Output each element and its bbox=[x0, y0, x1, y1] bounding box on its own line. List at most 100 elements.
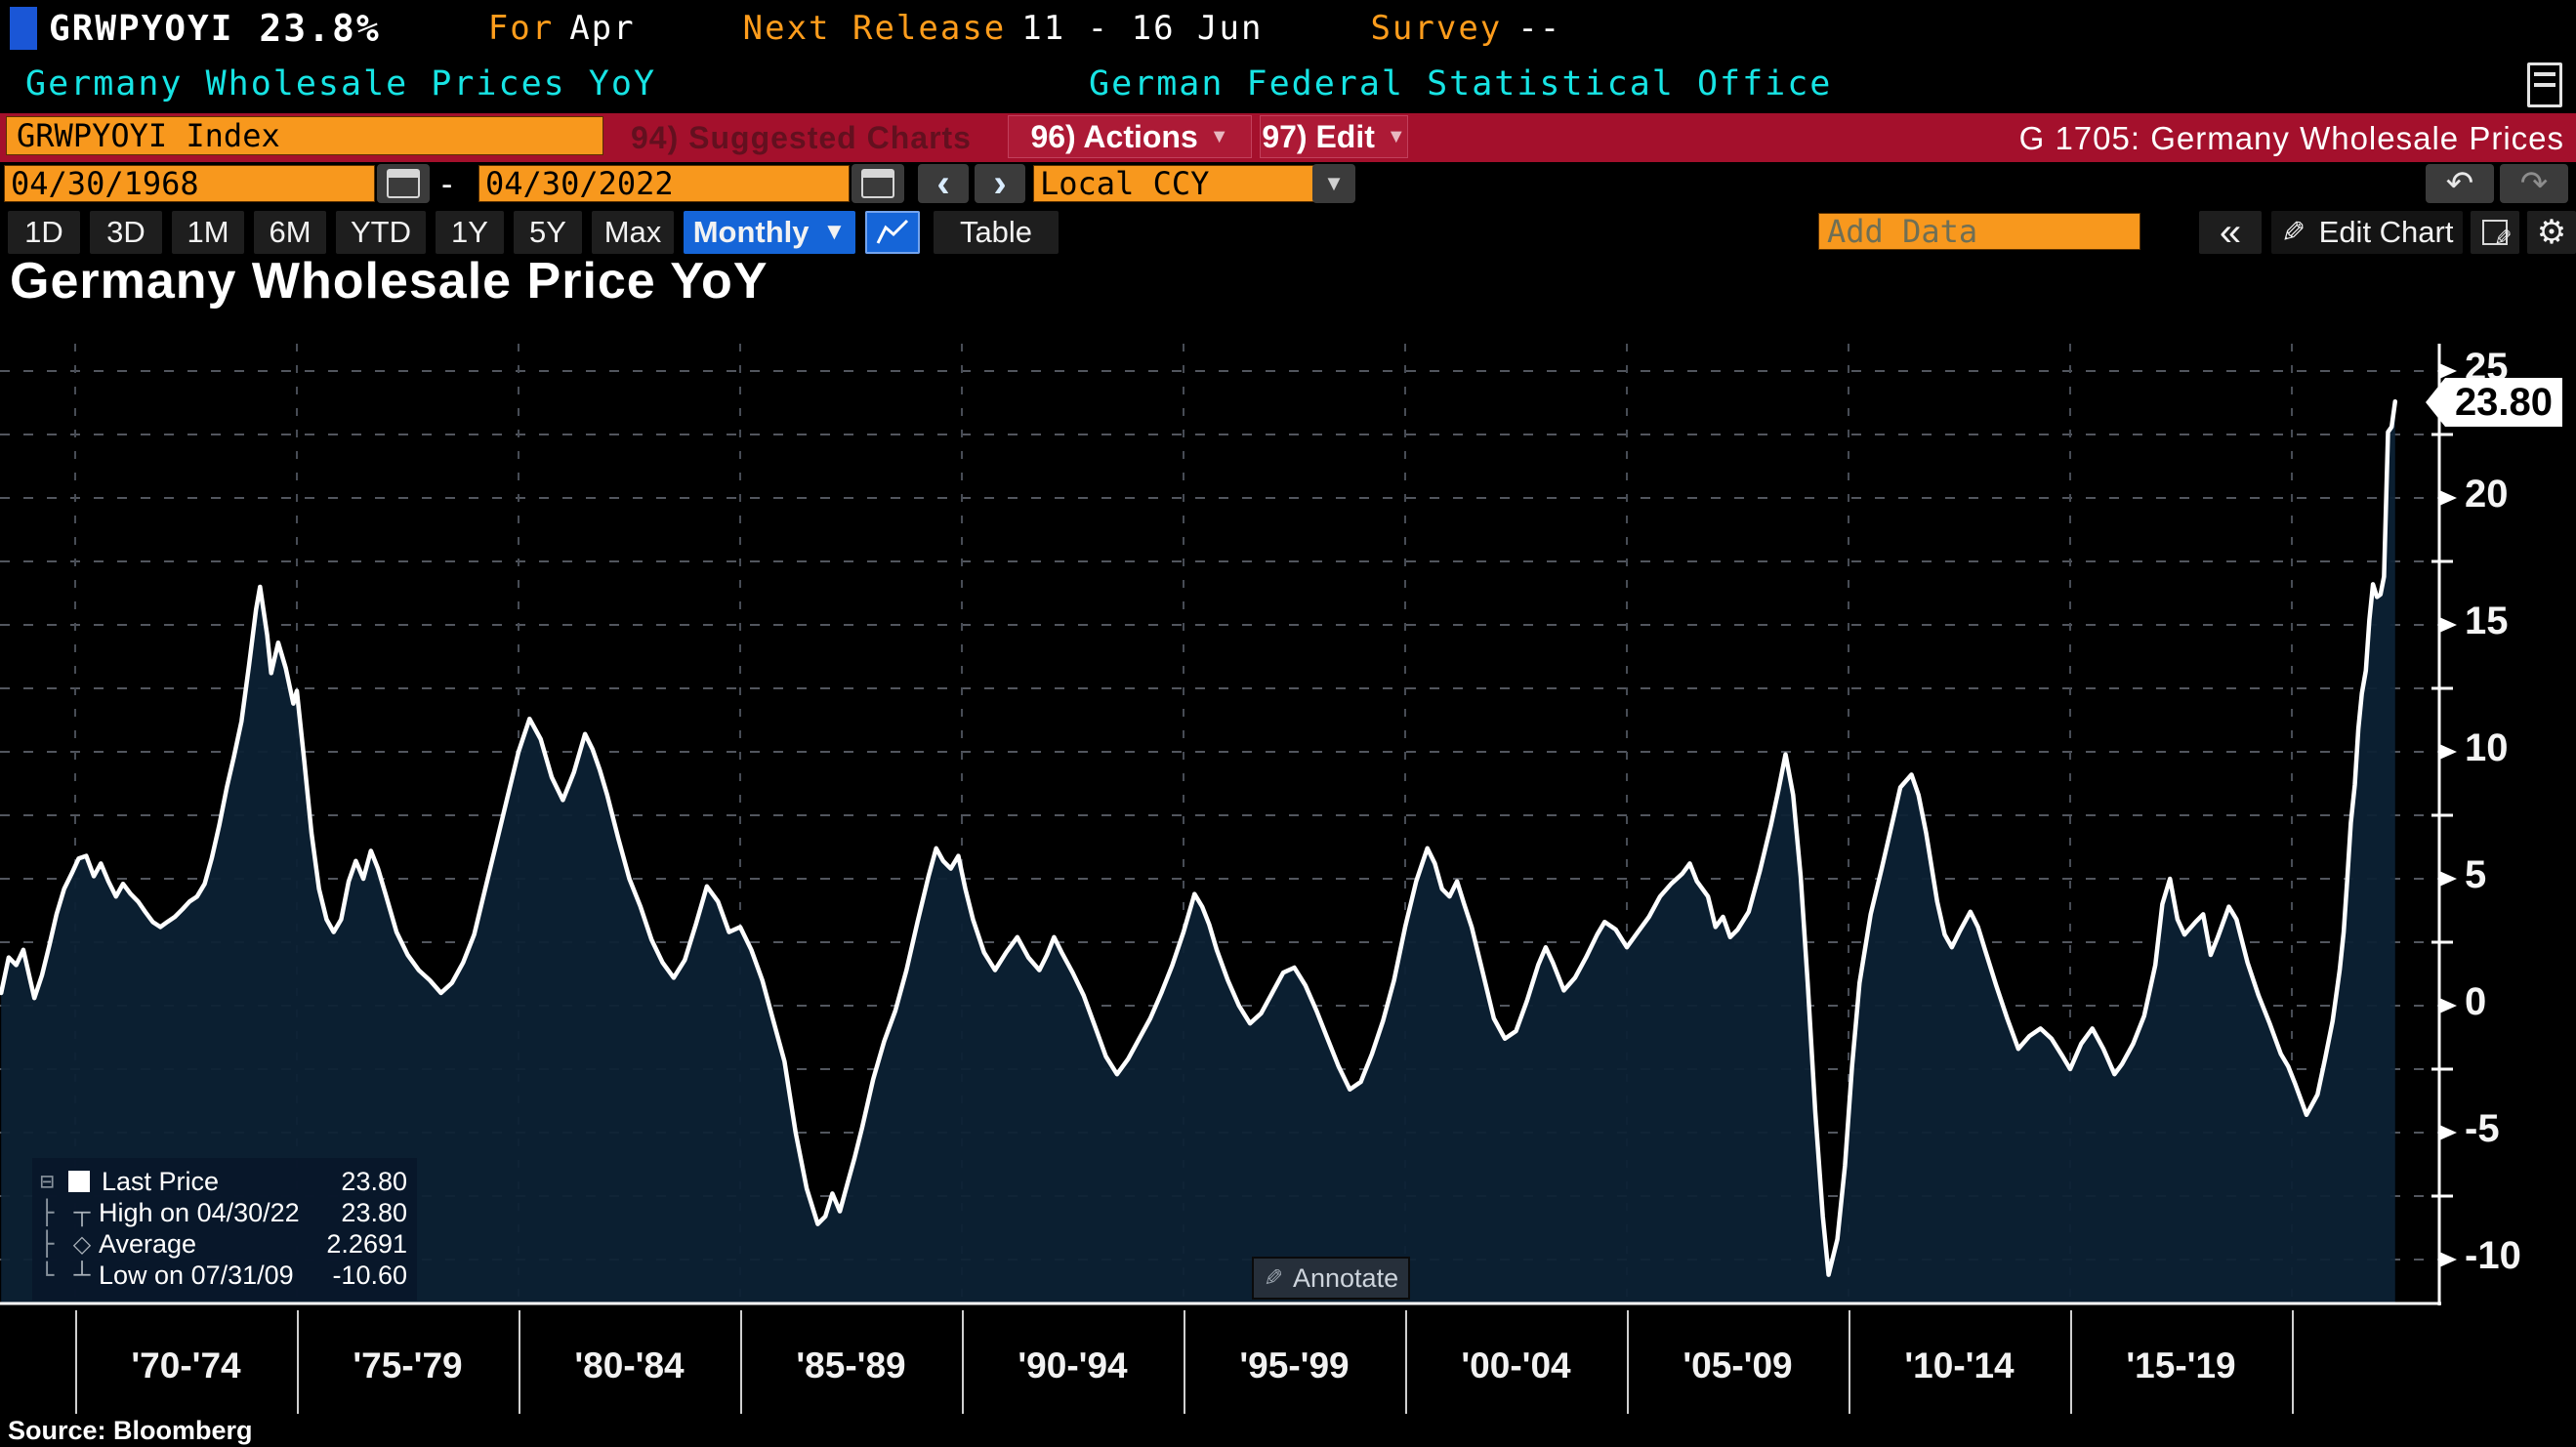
security-name: Germany Wholesale Prices YoY bbox=[25, 64, 657, 103]
chevron-left-icon: ‹ bbox=[936, 162, 950, 205]
undo-button[interactable]: ↶ bbox=[2426, 164, 2494, 203]
table-view-button[interactable]: Table bbox=[934, 211, 1059, 254]
period-select-monthly[interactable]: Monthly ▼ bbox=[684, 211, 855, 254]
x-axis-separator bbox=[1849, 1310, 1850, 1414]
for-value: Apr bbox=[569, 9, 636, 48]
chevron-right-icon: › bbox=[993, 162, 1007, 205]
annotate-button[interactable]: ✎ Annotate bbox=[1252, 1257, 1410, 1300]
chart-legend: ⊟ Last Price 23.80 ├ ┬ High on 04/30/22 … bbox=[32, 1158, 417, 1301]
date-range-bar: - ‹ › ▼ ↶ ↷ bbox=[0, 162, 2576, 209]
settings-gear-button[interactable]: ⚙ bbox=[2527, 211, 2576, 254]
x-axis-band-label: '85-'89 bbox=[796, 1345, 906, 1385]
chart-toolbar: 94) Suggested Charts 96) Actions ▼ 97) E… bbox=[0, 113, 2576, 162]
edit-menu-button[interactable]: 97) Edit ▼ bbox=[1260, 115, 1408, 158]
x-axis-separator bbox=[1405, 1310, 1407, 1414]
x-axis-separator bbox=[2070, 1310, 2072, 1414]
next-release-value: 11 - 16 Jun bbox=[1021, 9, 1264, 48]
security-name-row: Germany Wholesale Prices YoY German Fede… bbox=[0, 57, 2576, 113]
currency-dropdown-button[interactable]: ▼ bbox=[1312, 164, 1355, 203]
actions-menu-button[interactable]: 96) Actions ▼ bbox=[1008, 115, 1252, 158]
note-document-icon[interactable] bbox=[2527, 62, 2562, 107]
y-axis-tick-label: 5 bbox=[2465, 853, 2487, 896]
collapse-panel-button[interactable]: « bbox=[2199, 211, 2262, 254]
low-marker-icon: ┴ bbox=[73, 1261, 91, 1288]
ticker-header-row: GRWPYOYI 23.8% For Apr Next Release 11 -… bbox=[0, 0, 2576, 57]
pencil-icon: ✎ bbox=[2280, 216, 2306, 249]
range-max-button[interactable]: Max bbox=[592, 211, 674, 254]
legend-row-low: └ ┴ Low on 07/31/09 -10.60 bbox=[40, 1260, 407, 1290]
average-marker-icon: ◇ bbox=[72, 1230, 92, 1258]
suggested-charts-button[interactable]: 94) Suggested Charts bbox=[631, 120, 972, 155]
x-axis-band-label: '70-'74 bbox=[131, 1345, 241, 1385]
survey-label: Survey bbox=[1370, 9, 1503, 48]
y-axis-tick-label: 10 bbox=[2465, 726, 2509, 769]
redo-button[interactable]: ↷ bbox=[2500, 164, 2568, 203]
gear-icon: ⚙ bbox=[2536, 214, 2567, 251]
start-date-calendar-button[interactable] bbox=[377, 164, 430, 203]
y-axis-tick-label: 0 bbox=[2465, 980, 2487, 1023]
high-marker-icon: ┬ bbox=[73, 1199, 91, 1225]
data-source-organization: German Federal Statistical Office bbox=[1089, 64, 1833, 103]
double-chevron-left-icon: « bbox=[2219, 210, 2242, 254]
legend-row-average: ├ ◇ Average 2.2691 bbox=[40, 1228, 407, 1259]
x-axis-band-label: '75-'79 bbox=[353, 1345, 463, 1385]
x-axis-separator bbox=[297, 1310, 299, 1414]
x-axis-separator bbox=[1184, 1310, 1185, 1414]
x-axis-band-label: '15-'19 bbox=[2126, 1345, 2236, 1385]
chevron-down-icon: ▼ bbox=[1386, 125, 1406, 147]
x-axis-separator bbox=[75, 1310, 77, 1414]
ticker-input[interactable] bbox=[6, 116, 603, 155]
chart-id-label: G 1705: Germany Wholesale Prices bbox=[2018, 120, 2564, 156]
range-ytd-button[interactable]: YTD bbox=[336, 211, 426, 254]
chevron-down-icon: ▼ bbox=[822, 219, 847, 245]
start-date-input[interactable] bbox=[4, 165, 375, 202]
calendar-icon bbox=[861, 169, 894, 198]
series-color-swatch bbox=[68, 1171, 90, 1192]
y-axis-tick-label: -5 bbox=[2465, 1107, 2500, 1150]
range-5y-button[interactable]: 5Y bbox=[514, 211, 582, 254]
last-price-badge: 23.80 bbox=[2426, 378, 2562, 427]
range-1y-button[interactable]: 1Y bbox=[436, 211, 504, 254]
ticker-symbol: GRWPYOYI bbox=[49, 8, 234, 49]
chart-view-button[interactable] bbox=[865, 211, 920, 254]
range-6m-button[interactable]: 6M bbox=[254, 211, 326, 254]
end-date-input[interactable] bbox=[478, 165, 850, 202]
next-period-button[interactable]: › bbox=[975, 164, 1025, 203]
x-axis-band-label: '05-'09 bbox=[1683, 1345, 1793, 1385]
x-axis-band-label: '90-'94 bbox=[1018, 1345, 1128, 1385]
y-axis-tick-label: 15 bbox=[2465, 599, 2509, 642]
for-label: For bbox=[487, 9, 555, 48]
x-axis-separator bbox=[740, 1310, 742, 1414]
redo-icon: ↷ bbox=[2519, 165, 2549, 202]
chart-title: Germany Wholesale Price YoY bbox=[10, 253, 769, 310]
cursor-block-icon bbox=[10, 7, 37, 50]
edit-chart-button[interactable]: ✎ Edit Chart bbox=[2271, 211, 2463, 254]
x-axis-band-label: '10-'14 bbox=[1904, 1345, 2015, 1385]
currency-select[interactable] bbox=[1033, 165, 1318, 202]
range-1m-button[interactable]: 1M bbox=[172, 211, 244, 254]
survey-value: -- bbox=[1517, 9, 1562, 48]
x-axis-separator bbox=[962, 1310, 964, 1414]
x-axis-separator bbox=[2292, 1310, 2294, 1414]
badge-arrow-icon bbox=[2426, 378, 2445, 427]
previous-period-button[interactable]: ‹ bbox=[918, 164, 969, 203]
x-axis-band-label: '95-'99 bbox=[1239, 1345, 1350, 1385]
chart-edit-icon: ✎ bbox=[2482, 220, 2512, 250]
chevron-down-icon: ▼ bbox=[1323, 171, 1345, 195]
chevron-down-icon: ▼ bbox=[1209, 125, 1229, 147]
line-chart-icon bbox=[876, 219, 909, 244]
next-release-label: Next Release bbox=[742, 9, 1007, 48]
add-data-input[interactable] bbox=[1818, 213, 2140, 250]
annotate-pencil-icon: ✎ bbox=[1263, 1264, 1283, 1292]
chart-settings-button[interactable]: ✎ bbox=[2471, 211, 2519, 254]
range-1d-button[interactable]: 1D bbox=[8, 211, 80, 254]
x-axis-band-label: '00-'04 bbox=[1461, 1345, 1571, 1385]
range-3d-button[interactable]: 3D bbox=[90, 211, 162, 254]
x-axis-separator bbox=[519, 1310, 520, 1414]
ticker-value: 23.8% bbox=[259, 7, 381, 50]
collapse-tree-icon[interactable]: ⊟ bbox=[40, 1168, 55, 1195]
calendar-icon bbox=[387, 169, 420, 198]
end-date-calendar-button[interactable] bbox=[852, 164, 904, 203]
source-credit: Source: Bloomberg bbox=[8, 1416, 253, 1445]
